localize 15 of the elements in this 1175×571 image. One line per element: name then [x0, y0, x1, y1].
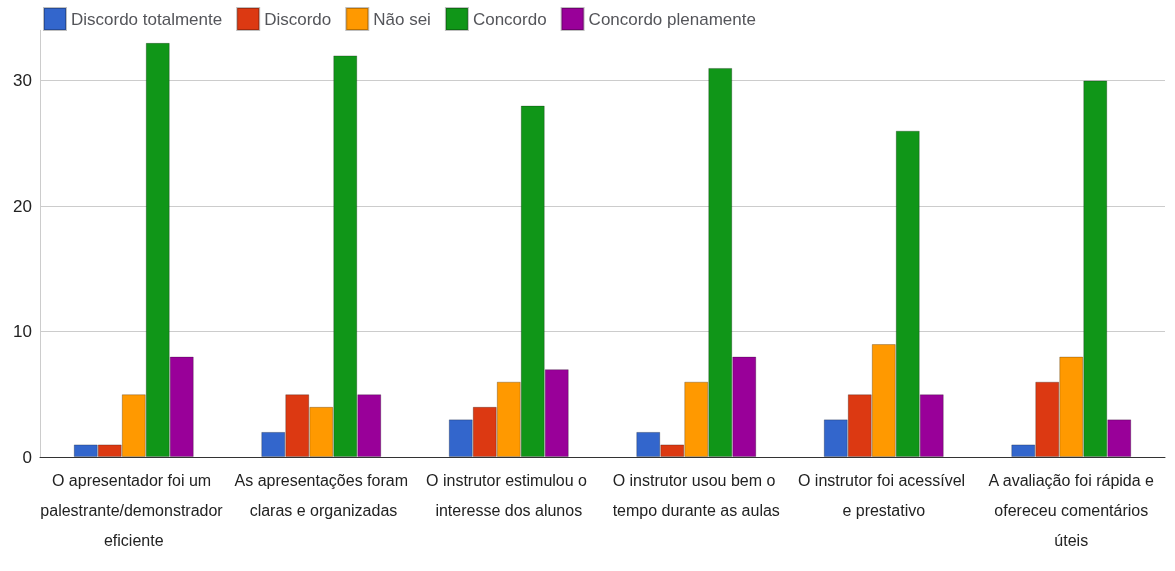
x-tick-label: O instrutor usou bem o tempo durante as aulas	[612, 471, 780, 519]
x-tick-label: A avaliação foi rápida e ofereceu comentários úteis	[988, 471, 1155, 549]
x-tick-label: O instrutor estimulou o interesse dos alunos	[426, 471, 592, 519]
x-tick-label: O apresentador foi um palestrante/demonstrador eficiente	[40, 471, 228, 549]
legend-label: Discordo	[264, 9, 332, 29]
legend-label: Concordo	[472, 9, 547, 29]
y-tick-label: 10	[13, 322, 32, 341]
y-tick-label: 30	[13, 71, 32, 90]
x-tick-label: O instrutor foi acessível e prestativo	[797, 471, 970, 519]
legend-label: Discordo totalmente	[71, 9, 223, 29]
y-tick-label: 20	[13, 196, 32, 216]
x-tick-label: As apresentações foram claras e organizadas	[234, 471, 408, 519]
legend-label: Concordo plenamente	[588, 9, 756, 29]
y-tick-label: 0	[22, 447, 32, 467]
legend-label: Não sei	[373, 9, 431, 29]
